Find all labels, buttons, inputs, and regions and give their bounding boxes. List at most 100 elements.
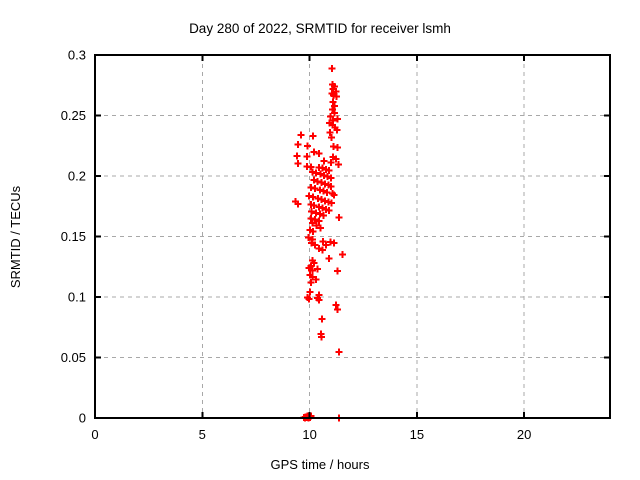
y-tick-label: 0.2 — [68, 169, 86, 184]
data-point — [333, 126, 341, 134]
y-tick-label: 0 — [79, 411, 86, 426]
data-point — [332, 155, 340, 163]
data-point — [315, 245, 323, 253]
data-point — [316, 186, 324, 194]
data-point — [308, 168, 316, 176]
data-point — [323, 188, 331, 196]
data-point — [326, 128, 334, 136]
data-point — [327, 238, 335, 246]
y-tick-label: 0.15 — [61, 229, 86, 244]
data-points — [292, 64, 346, 422]
data-point — [308, 208, 316, 216]
data-point — [330, 239, 338, 247]
x-tick-label: 5 — [199, 427, 206, 442]
data-point — [319, 237, 327, 245]
tick-labels: 0 5 10 15 20 0 0.05 0.1 0.15 0.2 0.25 0.3 — [61, 48, 532, 443]
data-point — [294, 141, 302, 149]
data-point — [332, 93, 340, 101]
data-point — [313, 177, 321, 185]
data-point — [307, 214, 315, 222]
data-point — [308, 266, 316, 274]
data-point — [321, 180, 329, 188]
data-point — [317, 333, 325, 341]
data-point — [326, 113, 334, 121]
data-point — [335, 161, 343, 169]
grid-lines — [96, 56, 609, 417]
y-tick-label: 0.3 — [68, 48, 86, 63]
data-point — [294, 200, 302, 208]
data-point — [318, 164, 326, 172]
data-point — [327, 182, 335, 190]
data-point — [305, 192, 313, 200]
data-point — [333, 144, 341, 152]
data-point — [303, 142, 311, 150]
data-point — [325, 167, 333, 175]
data-point — [318, 315, 326, 323]
x-tick-label: 10 — [302, 427, 316, 442]
data-point — [313, 222, 321, 230]
data-point — [319, 187, 327, 195]
data-point — [331, 109, 339, 117]
data-point — [311, 241, 319, 249]
data-point — [315, 217, 323, 225]
x-tick-label: 0 — [91, 427, 98, 442]
data-point — [307, 163, 315, 171]
data-point — [323, 173, 331, 181]
data-point — [293, 152, 301, 160]
data-point — [309, 228, 317, 236]
data-point — [333, 115, 341, 123]
y-axis-label: SRMTID / TECUs — [8, 185, 23, 288]
data-point — [330, 191, 338, 199]
data-point — [312, 169, 320, 177]
data-point — [318, 204, 326, 212]
plot-border-and-ticks — [94, 54, 611, 419]
data-point — [335, 214, 343, 222]
y-tick-label: 0.05 — [61, 350, 86, 365]
data-point — [294, 159, 302, 167]
data-point — [311, 185, 319, 193]
data-point — [317, 170, 325, 178]
data-point — [328, 105, 336, 113]
data-point — [317, 224, 325, 232]
data-point — [335, 348, 343, 356]
data-point — [305, 234, 313, 242]
data-point — [332, 301, 340, 309]
data-point — [311, 216, 319, 224]
data-point — [328, 199, 336, 207]
data-point — [318, 179, 326, 187]
data-point — [297, 131, 305, 139]
data-point — [305, 295, 313, 303]
data-point — [309, 132, 317, 140]
data-point — [327, 159, 335, 167]
data-point — [318, 196, 326, 204]
data-point — [306, 288, 314, 296]
data-point — [307, 278, 315, 286]
data-point — [309, 193, 317, 201]
data-point — [312, 209, 320, 217]
data-point — [308, 219, 316, 227]
data-point — [307, 183, 315, 191]
data-point — [321, 197, 329, 205]
data-point — [315, 203, 323, 211]
data-point — [316, 210, 324, 218]
data-point — [314, 265, 322, 273]
data-point — [338, 251, 346, 259]
data-point — [319, 211, 327, 219]
x-tick-label: 20 — [517, 427, 531, 442]
data-point — [315, 296, 323, 304]
x-axis-label: GPS time / hours — [271, 457, 370, 472]
y-tick-label: 0.25 — [61, 108, 86, 123]
data-point — [333, 267, 341, 275]
x-tick-label: 15 — [410, 427, 424, 442]
data-point — [333, 306, 341, 314]
data-point — [330, 102, 338, 110]
data-point — [329, 98, 337, 106]
data-point — [327, 133, 335, 141]
data-point — [310, 202, 318, 210]
data-point — [327, 174, 335, 182]
data-point — [314, 194, 322, 202]
data-point — [325, 254, 333, 262]
data-point — [322, 241, 330, 249]
data-point — [320, 157, 328, 165]
